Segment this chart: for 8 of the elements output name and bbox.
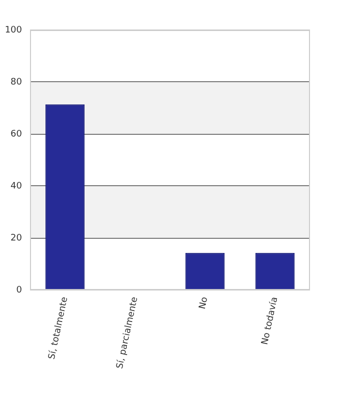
y-tick-label: 40 <box>10 181 22 192</box>
x-tick-label: No <box>198 296 210 310</box>
y-tick-label: 20 <box>10 233 22 244</box>
y-tick-label: 100 <box>4 25 22 36</box>
y-tick-label: 60 <box>10 129 22 140</box>
y-tick-label: 0 <box>16 285 22 296</box>
y-tick-label: 80 <box>10 77 22 88</box>
x-tick-label: No todavía <box>259 296 280 346</box>
